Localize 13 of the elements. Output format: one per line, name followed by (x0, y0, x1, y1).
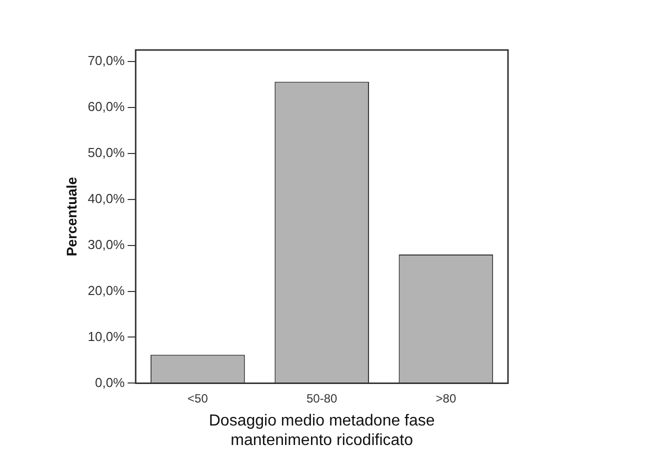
x-tick-label: <50 (188, 392, 208, 406)
x-axis-title: Dosaggio medio metadone fase mantenimento ricodificato (208, 412, 435, 449)
y-tick-label: 0,0% (95, 374, 126, 390)
y-tick-label: 40,0% (88, 190, 126, 206)
y-tick-label: 70,0% (88, 53, 126, 68)
y-tick-label: 10,0% (88, 328, 126, 344)
y-tick-label: 50,0% (88, 144, 126, 160)
y-tick-label: 30,0% (88, 236, 126, 252)
x-tick-label: >80 (436, 392, 456, 406)
y-tick-label: 20,0% (88, 282, 126, 298)
y-axis-title: Percentuale (63, 176, 80, 256)
y-tick-label: 60,0% (88, 99, 126, 114)
x-tick-label: 50-80 (306, 392, 338, 406)
